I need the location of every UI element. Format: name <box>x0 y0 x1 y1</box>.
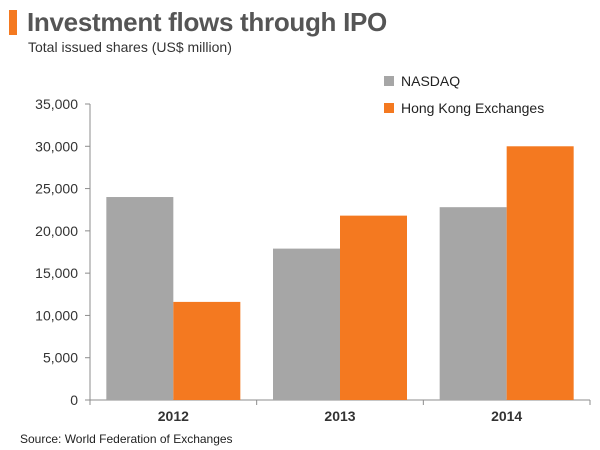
legend-swatch-nasdaq <box>384 76 394 86</box>
y-tick-label: 25,000 <box>35 181 78 197</box>
bar-nasdaq-2012 <box>106 197 174 400</box>
bar-hong-kong-exchanges-2012 <box>173 301 241 400</box>
x-tick-label: 2013 <box>324 408 355 424</box>
y-tick-label: 0 <box>70 392 78 408</box>
bar-hong-kong-exchanges-2014 <box>506 146 574 400</box>
y-tick-label: 10,000 <box>35 307 78 323</box>
bar-nasdaq-2014 <box>439 207 507 400</box>
legend-label: Hong Kong Exchanges <box>401 100 544 116</box>
y-tick-label: 35,000 <box>35 96 78 112</box>
y-tick-label: 15,000 <box>35 265 78 281</box>
bar-hong-kong-exchanges-2013 <box>340 215 407 400</box>
y-tick-label: 5,000 <box>43 350 78 366</box>
y-tick-label: 30,000 <box>35 138 78 154</box>
chart-subtitle: Total issued shares (US$ million) <box>28 39 232 55</box>
x-tick-label: 2014 <box>491 408 522 424</box>
source-note: Source: World Federation of Exchanges <box>20 432 233 446</box>
y-tick-label: 20,000 <box>35 223 78 239</box>
x-tick-label: 2012 <box>158 408 189 424</box>
legend-swatch-hong-kong-exchanges <box>384 103 394 113</box>
bar-nasdaq-2013 <box>273 248 340 400</box>
legend-label: NASDAQ <box>401 73 460 89</box>
chart-title: Investment flows through IPO <box>27 7 387 37</box>
title-accent-bar <box>9 10 17 35</box>
